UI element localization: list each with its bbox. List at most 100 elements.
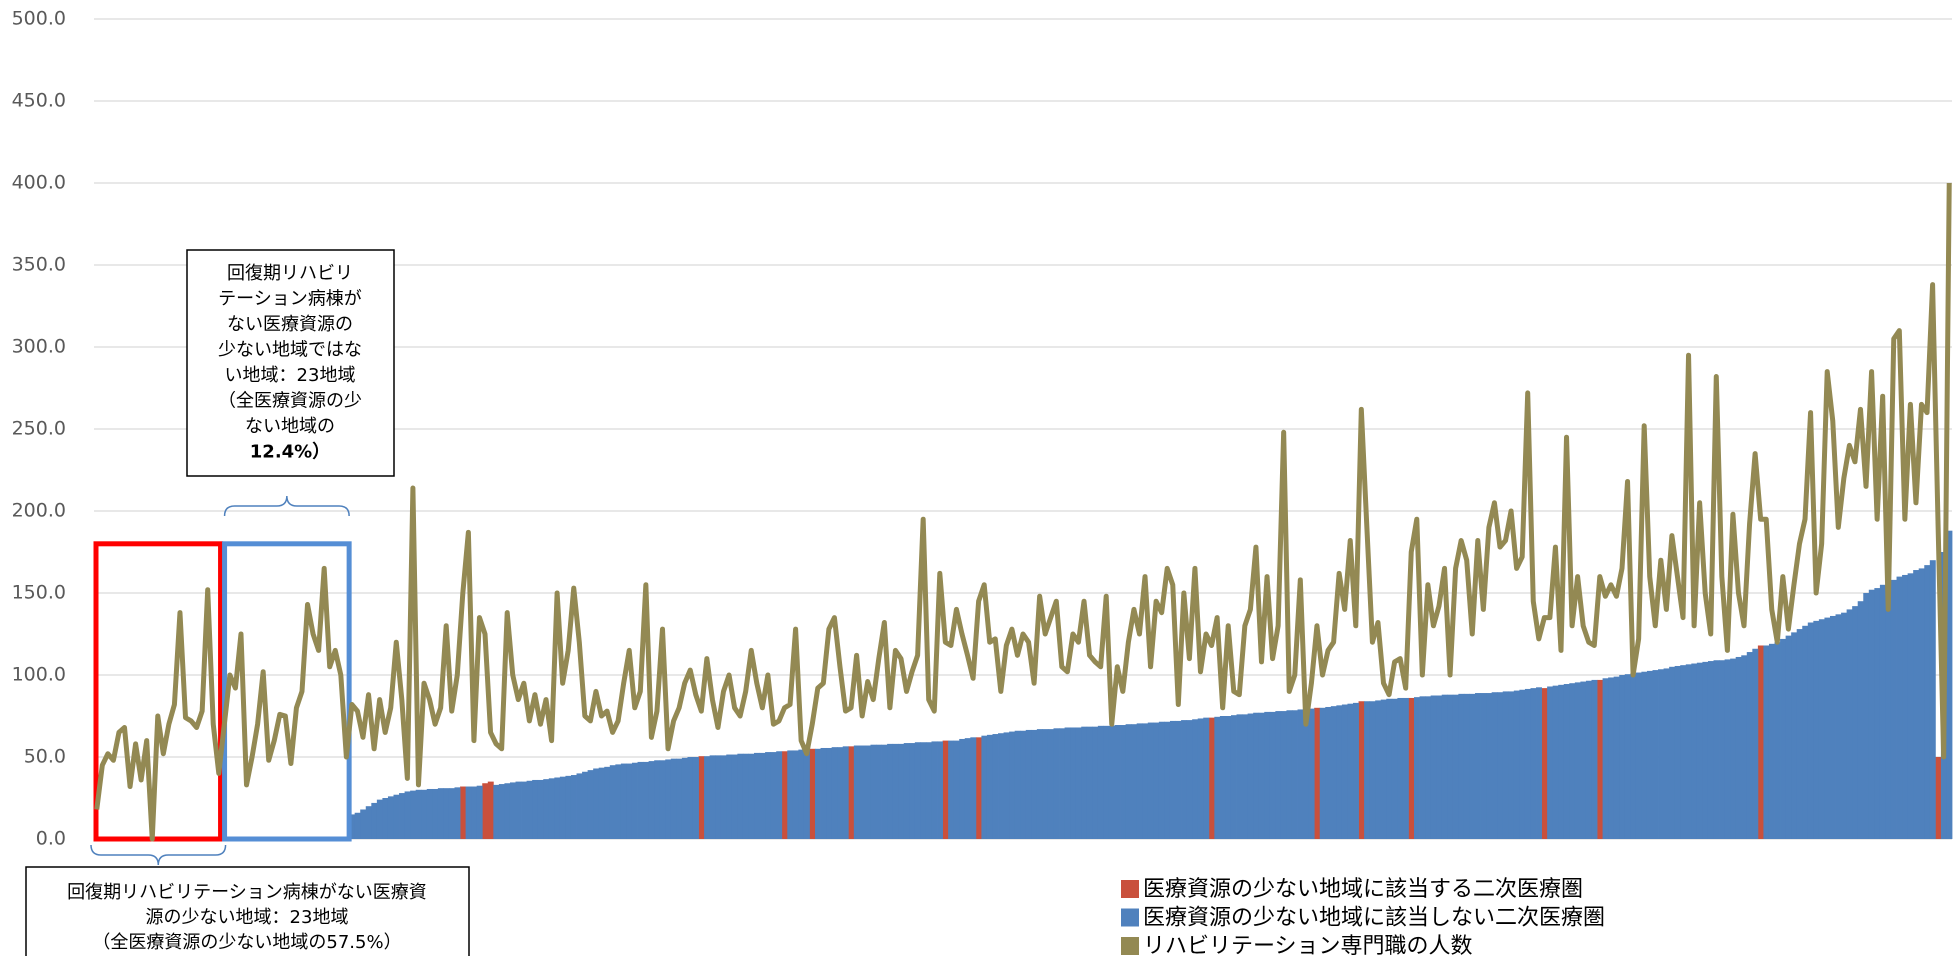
bar	[1774, 642, 1781, 839]
bar	[1685, 664, 1692, 839]
bar	[1757, 645, 1764, 839]
highlight-frame	[222, 541, 352, 842]
legend-label: リハビリテーション専門職の人数	[1143, 934, 1473, 956]
bar	[376, 799, 383, 839]
bar	[620, 763, 627, 839]
bar	[1275, 711, 1282, 839]
y-tick-label: 400.0	[12, 172, 66, 194]
bar	[382, 798, 389, 839]
legend-swatch	[1121, 937, 1139, 955]
bar	[998, 733, 1004, 839]
bar	[848, 746, 855, 839]
bar	[942, 740, 949, 839]
bar	[598, 767, 605, 839]
bar	[1086, 726, 1093, 839]
legend-label: 医療資源の少ない地域に該当する二次医療圏	[1143, 877, 1583, 902]
bar	[1835, 614, 1842, 839]
bar	[498, 784, 505, 839]
bar	[476, 785, 483, 839]
annotation-box	[186, 249, 395, 477]
bar	[1120, 725, 1127, 839]
bar	[393, 794, 400, 839]
bar	[820, 747, 827, 839]
bar	[948, 740, 955, 839]
bar	[1902, 574, 1909, 839]
bar	[1353, 702, 1359, 839]
bar	[981, 735, 988, 839]
bar	[360, 809, 367, 839]
bar	[1397, 697, 1404, 839]
y-tick-label: 0.0	[36, 828, 66, 850]
bar	[1768, 643, 1775, 839]
bar	[654, 760, 661, 839]
bar	[1441, 694, 1448, 839]
bar	[1391, 698, 1398, 839]
bar	[676, 758, 683, 839]
bar	[1264, 711, 1271, 839]
bar	[1491, 692, 1498, 839]
bar	[576, 773, 583, 839]
bar	[1846, 609, 1853, 839]
bar	[1253, 712, 1260, 839]
bar	[1009, 731, 1016, 839]
bar	[959, 738, 966, 839]
bar	[587, 770, 594, 839]
bar	[399, 793, 405, 839]
y-tick-label: 450.0	[12, 90, 66, 112]
bar	[521, 781, 528, 839]
bar	[537, 779, 544, 839]
bar	[1791, 632, 1798, 839]
bar	[570, 775, 577, 839]
bar	[1680, 665, 1687, 839]
bar	[1336, 705, 1343, 839]
bar	[864, 745, 871, 839]
bar	[1070, 727, 1077, 839]
bar	[859, 745, 866, 839]
bar	[1796, 629, 1803, 839]
bar	[1868, 589, 1875, 839]
bar	[1508, 691, 1515, 839]
bar	[1724, 659, 1731, 839]
bar	[1635, 672, 1642, 839]
y-tick-label: 100.0	[12, 664, 66, 686]
bar	[1136, 723, 1143, 839]
bar	[1707, 661, 1714, 839]
bar	[1031, 729, 1038, 839]
bar	[914, 742, 921, 839]
bar	[1325, 706, 1332, 839]
bar	[1452, 694, 1459, 839]
bar	[964, 738, 971, 839]
bar	[792, 750, 799, 839]
bar	[1907, 573, 1914, 839]
bar	[1663, 668, 1670, 839]
bar	[742, 753, 749, 839]
bar	[1242, 714, 1249, 839]
bar	[1558, 684, 1565, 839]
bar	[1147, 722, 1154, 839]
annotation-text: 回復期リハビリテーション病棟がない医療資	[67, 882, 427, 903]
bar	[1059, 728, 1065, 839]
bar	[1530, 688, 1537, 839]
bar	[1585, 680, 1592, 839]
bar	[1103, 725, 1110, 839]
bar	[1286, 710, 1293, 839]
bar	[448, 788, 455, 839]
bar	[1025, 729, 1032, 839]
bar	[1497, 692, 1504, 839]
bar	[1885, 583, 1892, 839]
bar	[1258, 712, 1265, 839]
bar	[1674, 665, 1681, 839]
bar	[1730, 658, 1737, 839]
bar	[881, 744, 888, 839]
bar	[1169, 720, 1176, 839]
y-tick-label: 300.0	[12, 336, 66, 358]
y-tick-label: 50.0	[24, 746, 66, 768]
bar	[670, 758, 677, 839]
bar	[692, 757, 699, 839]
bar	[648, 761, 655, 839]
bar	[593, 768, 600, 839]
bar	[1358, 701, 1365, 839]
bar	[1475, 693, 1481, 839]
bar	[1097, 725, 1104, 839]
